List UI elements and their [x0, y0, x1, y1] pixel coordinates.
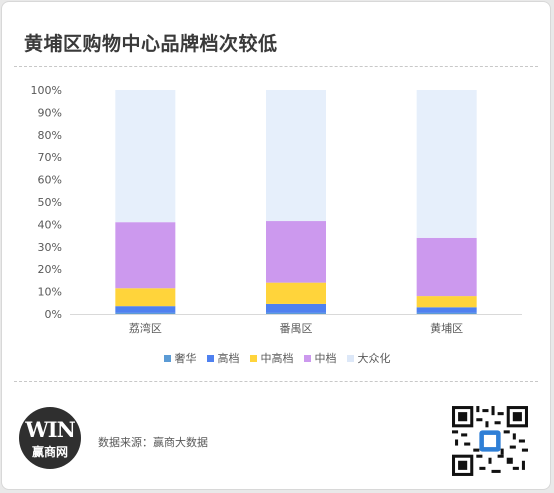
bar-segment [115, 222, 176, 289]
logo-name: 赢商网 [31, 445, 68, 459]
legend-item: 大众化 [346, 350, 391, 366]
legend-swatch [303, 354, 311, 362]
bar-segment [115, 288, 176, 307]
footer-divider [14, 381, 538, 382]
legend-label: 奢华 [174, 352, 197, 365]
legend-item: 中高档 [249, 350, 294, 366]
bar-segment [416, 90, 477, 238]
legend-item: 奢华 [163, 350, 197, 366]
bar-segment [266, 282, 326, 304]
bar-segment [416, 296, 477, 308]
bar-segment [416, 237, 477, 297]
y-tick-label: 70% [38, 151, 62, 164]
bar-segment [115, 90, 176, 223]
title-divider [14, 66, 538, 67]
legend-swatch [206, 354, 214, 362]
stacked-bar-chart: 0% 10% 20% 30% 40% 50% 60% 70% 80% 90% 100% 荔湾区 番禺区… [31, 84, 522, 335]
y-tick-label: 40% [38, 218, 62, 231]
y-axis: 0% 10% 20% 30% 40% 50% 60% 70% 80% 90% 100% [31, 84, 522, 321]
source-note: 数据来源：赢商大数据 [98, 436, 208, 449]
legend-label: 中档 [314, 352, 337, 365]
chart-title: 黄埔区购物中心品牌档次较低 [24, 33, 278, 55]
logo-mark: WIN [25, 417, 76, 442]
bar-segment [115, 306, 176, 313]
y-tick-label: 100% [31, 84, 62, 97]
y-tick-label: 80% [38, 129, 62, 142]
y-tick-label: 50% [38, 196, 62, 209]
legend-label: 高档 [217, 352, 240, 365]
legend-swatch [163, 354, 171, 362]
qr-code-icon [452, 406, 528, 476]
bar-segment [416, 312, 477, 314]
legend-label: 大众化 [357, 352, 391, 365]
legend-swatch [249, 354, 257, 362]
x-axis: 荔湾区 番禺区 黄埔区 [129, 321, 463, 335]
y-tick-label: 20% [38, 263, 62, 276]
legend-item: 高档 [206, 350, 240, 366]
chart-legend: 奢华 高档 中高档 中档 大众化 [0, 350, 554, 366]
bar-segment [115, 312, 176, 314]
bar-segment [416, 307, 477, 313]
bar-segment [266, 221, 326, 283]
legend-swatch [346, 354, 354, 362]
x-tick-label: 黄埔区 [430, 321, 463, 335]
y-tick-label: 10% [38, 286, 62, 299]
x-tick-label: 荔湾区 [129, 321, 162, 335]
x-tick-label: 番禺区 [280, 322, 313, 335]
y-tick-label: 60% [38, 174, 62, 187]
legend-label: 中高档 [260, 352, 294, 365]
bar-segment [266, 90, 326, 222]
bar-segment [266, 303, 326, 313]
bar-segment [266, 312, 326, 314]
y-tick-label: 90% [38, 106, 62, 119]
bar-group [115, 90, 477, 314]
y-tick-label: 30% [38, 241, 62, 254]
y-tick-label: 0% [45, 308, 62, 321]
winshang-logo: WIN 赢商网 [19, 407, 81, 469]
legend-item: 中档 [303, 350, 337, 366]
